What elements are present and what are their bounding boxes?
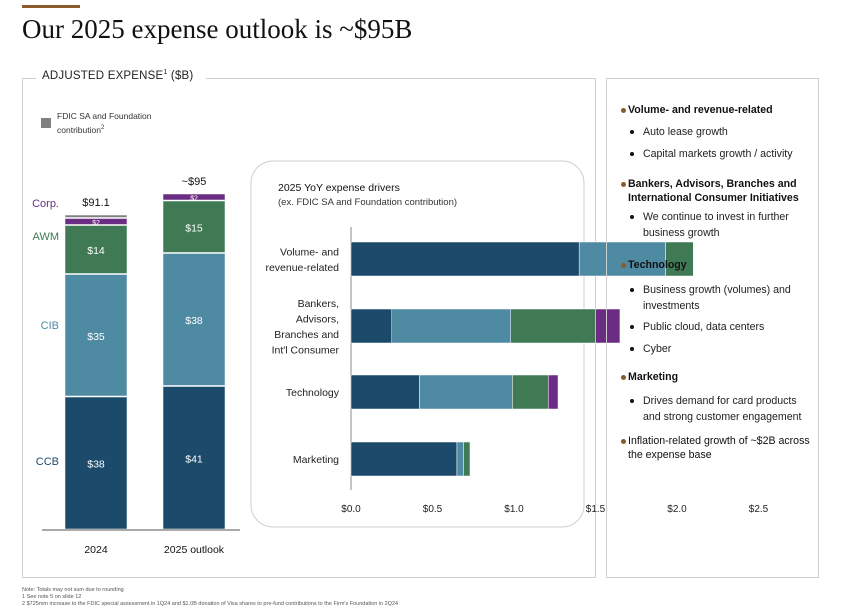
bullet-icon: [621, 439, 626, 444]
driver-subpoint: Drives demand for card products and stro…: [630, 393, 812, 425]
legend-label-fdic: FDIC SA and Foundation contribution2: [57, 111, 152, 135]
page-title: Our 2025 expense outlook is ~$95B: [22, 14, 413, 44]
bullet-icon: [630, 399, 634, 403]
driver-heading: Bankers, Advisors, Branches and Internat…: [621, 177, 811, 205]
bullet-icon: [630, 152, 634, 156]
bullet-icon: [621, 182, 626, 187]
driver-heading: Marketing: [621, 370, 811, 384]
driver-subpoint-text: Capital markets growth / activity: [643, 148, 793, 160]
bullet-icon: [630, 325, 634, 329]
driver-heading-text: Inflation-related growth of ~$2B across …: [628, 435, 810, 461]
driver-heading-text: Volume- and revenue-related: [628, 104, 773, 116]
driver-subpoint: Public cloud, data centers: [630, 319, 812, 335]
driver-heading-text: Marketing: [628, 371, 679, 383]
chart-panel: [22, 78, 596, 578]
footnotes: Note: Totals may not sum due to rounding…: [22, 587, 622, 608]
section-rule-left: [22, 78, 36, 79]
driver-subpoint-text: Cyber: [643, 343, 672, 355]
section-rule-right: [206, 78, 596, 79]
driver-subpoint-text: We continue to invest in further busines…: [643, 211, 789, 239]
driver-heading-text: Technology: [628, 259, 687, 271]
drivers-panel: [606, 78, 819, 578]
section-title: ADJUSTED EXPENSE1 ($B): [36, 69, 200, 82]
driver-heading: Inflation-related growth of ~$2B across …: [621, 434, 811, 462]
accent-bar: [22, 5, 80, 8]
footnote-2: 2 $725mm increase to the FDIC special as…: [22, 601, 399, 607]
driver-heading: Technology: [621, 258, 811, 272]
driver-subpoint: Auto lease growth: [630, 124, 812, 140]
bullet-icon: [630, 288, 634, 292]
bullet-icon: [621, 263, 626, 268]
bullet-icon: [630, 130, 634, 134]
footnote-note: Note: Totals may not sum due to rounding: [22, 587, 124, 593]
bullet-icon: [621, 108, 626, 113]
driver-subpoint: Capital markets growth / activity: [630, 146, 812, 162]
driver-subpoint-text: Auto lease growth: [643, 126, 728, 138]
driver-subpoint-text: Public cloud, data centers: [643, 321, 765, 333]
footnote-1: 1 See note 5 on slide 12: [22, 594, 82, 600]
legend-swatch-fdic: [41, 118, 51, 128]
driver-subpoint: We continue to invest in further busines…: [630, 209, 812, 241]
driver-subpoint: Business growth (volumes) and investment…: [630, 282, 812, 314]
driver-heading-text: Bankers, Advisors, Branches and Internat…: [628, 178, 799, 204]
bullet-icon: [630, 215, 634, 219]
bullet-icon: [621, 375, 626, 380]
driver-subpoint-text: Drives demand for card products and stro…: [643, 395, 802, 423]
bullet-icon: [630, 347, 634, 351]
driver-subpoint-text: Business growth (volumes) and investment…: [643, 284, 791, 312]
driver-heading: Volume- and revenue-related: [621, 103, 811, 117]
driver-subpoint: Cyber: [630, 341, 812, 357]
